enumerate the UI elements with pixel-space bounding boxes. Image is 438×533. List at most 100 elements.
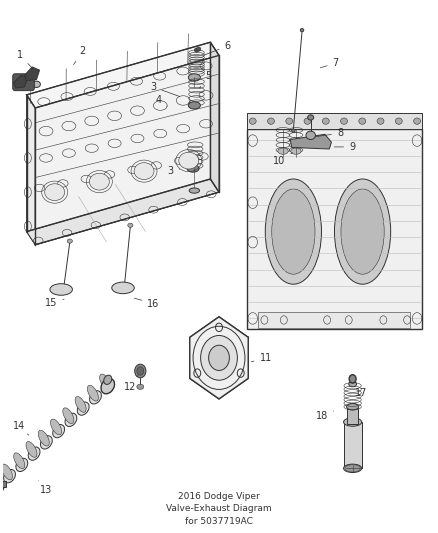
Text: 10: 10 [273, 152, 293, 166]
Text: 15: 15 [45, 297, 64, 308]
Ellipse shape [65, 413, 77, 426]
Text: 16: 16 [134, 298, 159, 309]
Polygon shape [247, 113, 422, 129]
Ellipse shape [343, 464, 362, 473]
Ellipse shape [100, 374, 111, 390]
Polygon shape [210, 42, 219, 192]
Polygon shape [290, 134, 332, 149]
Ellipse shape [40, 436, 52, 449]
Ellipse shape [278, 148, 288, 154]
Ellipse shape [188, 102, 201, 109]
Ellipse shape [53, 424, 64, 438]
Ellipse shape [38, 430, 49, 446]
Ellipse shape [307, 115, 314, 120]
Text: 3: 3 [167, 166, 180, 176]
Text: 18: 18 [316, 411, 334, 421]
Ellipse shape [341, 189, 384, 274]
Ellipse shape [208, 345, 230, 370]
Ellipse shape [50, 284, 72, 295]
Ellipse shape [187, 165, 199, 172]
Ellipse shape [102, 379, 114, 393]
Ellipse shape [265, 179, 321, 284]
Ellipse shape [89, 173, 110, 190]
Polygon shape [27, 179, 219, 245]
Ellipse shape [28, 447, 40, 461]
FancyBboxPatch shape [13, 74, 34, 91]
Ellipse shape [396, 118, 402, 124]
Ellipse shape [197, 47, 201, 51]
Text: 8: 8 [316, 128, 343, 138]
Ellipse shape [304, 118, 311, 124]
Ellipse shape [377, 118, 384, 124]
Polygon shape [190, 317, 248, 399]
Ellipse shape [272, 189, 315, 274]
Ellipse shape [134, 364, 146, 378]
Ellipse shape [249, 118, 256, 124]
Polygon shape [25, 67, 39, 80]
Ellipse shape [194, 48, 199, 52]
Ellipse shape [335, 179, 391, 284]
Ellipse shape [201, 335, 237, 380]
Ellipse shape [26, 441, 37, 457]
Ellipse shape [112, 282, 134, 294]
Ellipse shape [268, 118, 275, 124]
Ellipse shape [14, 453, 25, 469]
Text: 7: 7 [320, 58, 339, 68]
Text: 4: 4 [155, 95, 167, 107]
Bar [343, 422, 362, 469]
Text: 2016 Dodge Viper
Valve-Exhaust Diagram
for 5037719AC: 2016 Dodge Viper Valve-Exhaust Diagram f… [166, 492, 272, 526]
Text: 1: 1 [17, 51, 33, 69]
Bar [347, 408, 358, 424]
Ellipse shape [300, 29, 304, 31]
Ellipse shape [4, 470, 15, 483]
Polygon shape [247, 129, 422, 329]
Text: 12: 12 [124, 375, 138, 392]
Bar [258, 312, 410, 328]
Ellipse shape [137, 367, 144, 375]
Ellipse shape [322, 118, 329, 124]
Text: 2: 2 [74, 46, 86, 64]
Text: 5: 5 [200, 71, 211, 88]
Ellipse shape [45, 184, 65, 200]
Ellipse shape [359, 118, 366, 124]
Ellipse shape [63, 408, 74, 424]
Polygon shape [27, 95, 35, 245]
Ellipse shape [188, 74, 201, 81]
Ellipse shape [291, 148, 301, 154]
Ellipse shape [346, 403, 359, 410]
Polygon shape [27, 42, 219, 108]
Ellipse shape [32, 81, 40, 87]
Ellipse shape [349, 375, 356, 383]
Ellipse shape [134, 163, 154, 180]
Ellipse shape [89, 391, 102, 404]
Ellipse shape [75, 397, 86, 413]
Ellipse shape [67, 239, 72, 243]
Ellipse shape [77, 402, 89, 415]
Ellipse shape [101, 378, 115, 394]
Ellipse shape [189, 188, 200, 193]
Polygon shape [14, 75, 28, 88]
Ellipse shape [1, 464, 12, 480]
Ellipse shape [16, 458, 28, 472]
Ellipse shape [292, 129, 295, 132]
Text: 13: 13 [38, 480, 52, 495]
Text: 14: 14 [13, 421, 29, 435]
Ellipse shape [179, 152, 199, 169]
Ellipse shape [128, 223, 133, 228]
Ellipse shape [0, 480, 4, 495]
Ellipse shape [341, 118, 347, 124]
Polygon shape [35, 55, 219, 245]
Ellipse shape [306, 131, 315, 140]
Ellipse shape [345, 465, 360, 472]
Ellipse shape [104, 375, 112, 384]
Ellipse shape [50, 419, 62, 435]
Bar [0, 481, 6, 487]
Text: 17: 17 [355, 388, 367, 403]
Text: 9: 9 [334, 142, 355, 152]
Ellipse shape [286, 118, 293, 124]
Ellipse shape [0, 481, 3, 494]
Ellipse shape [413, 118, 420, 124]
Ellipse shape [343, 418, 362, 426]
Text: 3: 3 [150, 82, 180, 96]
Ellipse shape [87, 385, 99, 401]
